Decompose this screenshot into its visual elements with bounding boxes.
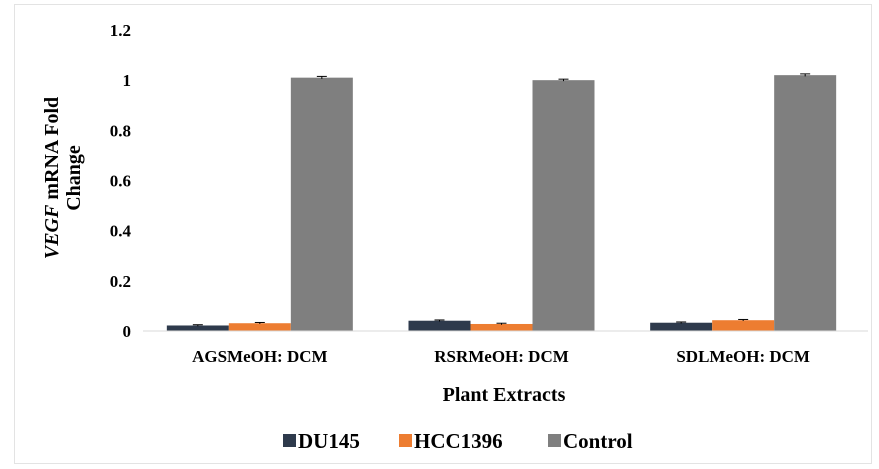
legend-swatch-du145	[283, 434, 296, 447]
y-axis-ticks: 0 0.2 0.4 0.6 0.8 1 1.2	[110, 21, 132, 341]
y-tick-label: 0.4	[110, 222, 132, 241]
svg-text:VEGF mRNA Fold: VEGF mRNA Fold	[41, 97, 63, 259]
bar-hcc1396-1	[470, 323, 533, 331]
legend-swatch-hcc1396	[399, 434, 412, 447]
legend: DU145 HCC1396 Control	[283, 429, 633, 453]
y-tick-label: 1	[123, 71, 132, 90]
y-tick-label: 0.6	[110, 172, 131, 191]
category-labels: AGSMeOH: DCM RSRMeOH: DCM SDLMeOH: DCM	[192, 347, 810, 366]
y-axis-title-italic: VEGF	[41, 204, 63, 259]
chart-frame	[14, 4, 872, 464]
legend-label-du145: DU145	[298, 429, 360, 453]
x-axis-title: Plant Extracts	[443, 384, 566, 406]
bars	[166, 73, 837, 332]
bar-control-2	[774, 75, 837, 332]
bar-hcc1396-0	[228, 323, 291, 331]
bar-control-1	[532, 80, 595, 332]
bar-hcc1396-2	[712, 320, 775, 331]
bar-du145-1	[408, 320, 471, 331]
y-axis-title: VEGF mRNA Fold Change	[41, 97, 85, 259]
y-axis-title-line1: mRNA Fold	[41, 97, 63, 205]
legend-label-hcc1396: HCC1396	[414, 429, 503, 453]
category-label: SDLMeOH: DCM	[676, 347, 810, 366]
y-tick-label: 0.2	[110, 272, 131, 291]
category-label: RSRMeOH: DCM	[434, 347, 569, 366]
y-tick-label: 0.8	[110, 121, 131, 140]
y-axis-title-line2: Change	[63, 145, 85, 211]
bar-du145-2	[650, 322, 713, 331]
legend-swatch-control	[548, 434, 561, 447]
y-tick-label: 0	[123, 322, 132, 341]
bar-control-0	[290, 77, 353, 332]
y-tick-label: 1.2	[110, 21, 131, 40]
category-label: AGSMeOH: DCM	[192, 347, 328, 366]
legend-label-control: Control	[563, 429, 633, 453]
bar-du145-0	[166, 325, 229, 331]
